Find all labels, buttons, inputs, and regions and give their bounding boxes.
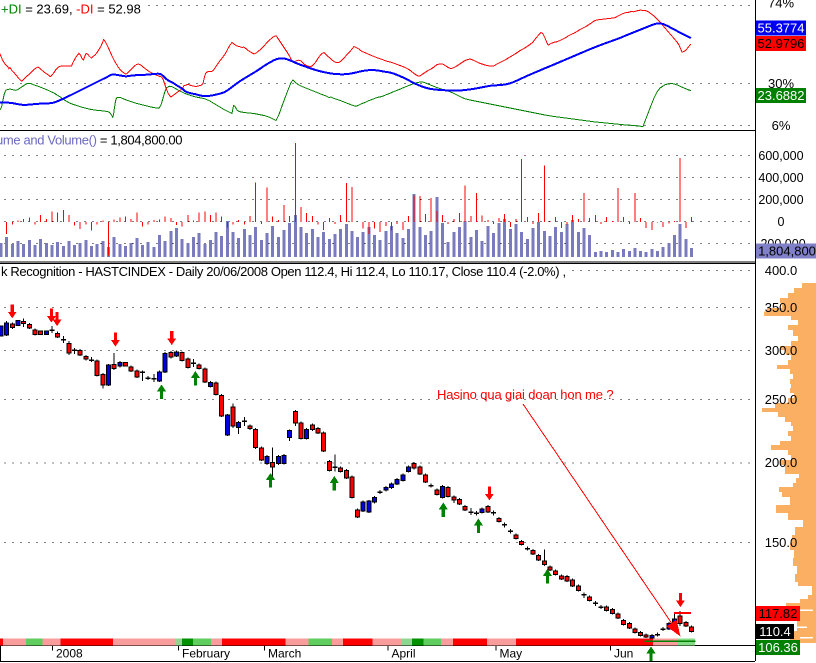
svg-text:March: March	[268, 647, 301, 661]
svg-text:April: April	[392, 647, 416, 661]
svg-text:52.9796: 52.9796	[758, 36, 805, 51]
svg-text:0: 0	[778, 215, 785, 229]
svg-text:150.0: 150.0	[765, 535, 798, 550]
svg-text:74%: 74%	[768, 0, 794, 11]
svg-text:55.3774: 55.3774	[758, 21, 805, 36]
svg-text:106.36: 106.36	[758, 640, 798, 655]
svg-text:117.82: 117.82	[759, 606, 798, 621]
svg-text:23.6882: 23.6882	[758, 88, 805, 103]
svg-text:200.0: 200.0	[765, 455, 798, 470]
svg-text:+DI = 23.69, -DI = 52.98: +DI = 23.69, -DI = 52.98	[1, 2, 141, 17]
svg-text:6%: 6%	[772, 118, 791, 133]
svg-text:February: February	[182, 647, 230, 661]
svg-text:350.0: 350.0	[765, 300, 798, 315]
svg-text:Jun: Jun	[614, 647, 633, 661]
svg-text:400.0: 400.0	[765, 263, 798, 278]
svg-text:110.4: 110.4	[759, 624, 791, 639]
svg-text:600,000: 600,000	[758, 149, 803, 163]
svg-text:2008: 2008	[56, 647, 83, 661]
svg-text:ume and Volume() = 1,804,800.0: ume and Volume() = 1,804,800.00	[0, 133, 182, 148]
svg-text:30%: 30%	[768, 76, 794, 91]
svg-text:300.0: 300.0	[765, 343, 798, 358]
svg-text:1,804,800: 1,804,800	[758, 244, 816, 259]
svg-text:May: May	[500, 647, 523, 661]
svg-text:250.0: 250.0	[765, 392, 798, 407]
svg-text:200,000: 200,000	[758, 193, 803, 207]
svg-text:Hasino qua giai doan hon me ?: Hasino qua giai doan hon me ?	[437, 387, 613, 402]
svg-text:k Recognition - HASTCINDEX - D: k Recognition - HASTCINDEX - Daily 20/06…	[1, 264, 566, 279]
svg-text:400,000: 400,000	[758, 171, 803, 185]
